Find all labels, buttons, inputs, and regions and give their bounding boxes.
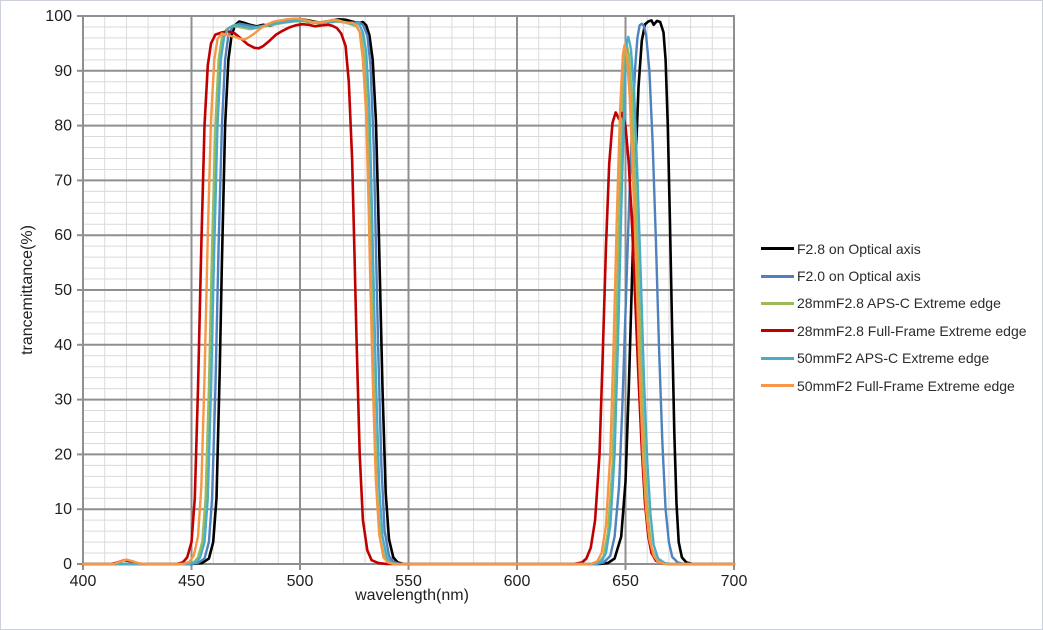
legend-swatch bbox=[761, 301, 794, 305]
x-tick-label: 550 bbox=[395, 573, 422, 590]
x-axis-title: wavelength(nm) bbox=[355, 587, 469, 604]
y-tick-label: 0 bbox=[63, 556, 72, 573]
y-tick-label: 40 bbox=[54, 337, 72, 354]
y-tick-label: 90 bbox=[54, 63, 72, 80]
x-tick-label: 600 bbox=[504, 573, 531, 590]
legend-swatch bbox=[761, 384, 794, 388]
y-tick-label: 70 bbox=[54, 172, 72, 189]
legend-label: 50mmF2 APS-C Extreme edge bbox=[797, 350, 990, 367]
legend-swatch bbox=[761, 356, 794, 360]
legend-swatch bbox=[761, 274, 794, 278]
legend-label: 28mmF2.8 APS-C Extreme edge bbox=[797, 295, 1001, 312]
legend-swatch bbox=[761, 247, 794, 251]
y-tick-label: 10 bbox=[54, 501, 72, 518]
legend-item: 50mmF2 APS-C Extreme edge bbox=[761, 345, 1027, 372]
legend-label: F2.0 on Optical axis bbox=[797, 268, 921, 285]
legend-label: 50mmF2 Full-Frame Extreme edge bbox=[797, 377, 1015, 394]
x-tick-label: 650 bbox=[612, 573, 639, 590]
y-tick-label: 30 bbox=[54, 392, 72, 409]
legend-label: F2.8 on Optical axis bbox=[797, 240, 921, 257]
x-tick-label: 700 bbox=[721, 573, 748, 590]
legend-swatch bbox=[761, 329, 794, 333]
y-tick-label: 50 bbox=[54, 282, 72, 299]
y-axis-title: trancemittance(%) bbox=[19, 225, 36, 355]
legend-item: F2.8 on Optical axis bbox=[761, 235, 1027, 262]
legend-item: 50mmF2 Full-Frame Extreme edge bbox=[761, 372, 1027, 399]
series-curve bbox=[81, 17, 736, 566]
x-tick-label: 400 bbox=[70, 573, 97, 590]
transmittance-plot: 400 450 500 550 600 650 700 0 10 20 30 40 50 60 70 80 90… bbox=[45, 8, 748, 590]
x-tick-label: 450 bbox=[178, 573, 205, 590]
series-curve bbox=[81, 19, 736, 566]
legend-item: 28mmF2.8 Full-Frame Extreme edge bbox=[761, 317, 1027, 344]
legend-item: F2.0 on Optical axis bbox=[761, 262, 1027, 289]
y-tick-label: 80 bbox=[54, 118, 72, 135]
y-tick-label: 100 bbox=[45, 8, 72, 25]
y-tick-label: 60 bbox=[54, 227, 72, 244]
legend-label: 28mmF2.8 Full-Frame Extreme edge bbox=[797, 322, 1027, 339]
y-tick-label: 20 bbox=[54, 446, 72, 463]
legend: F2.8 on Optical axis F2.0 on Optical axis… bbox=[761, 235, 1027, 399]
x-tick-label: 500 bbox=[287, 573, 314, 590]
series-curve bbox=[81, 22, 736, 566]
legend-item: 28mmF2.8 APS-C Extreme edge bbox=[761, 290, 1027, 317]
